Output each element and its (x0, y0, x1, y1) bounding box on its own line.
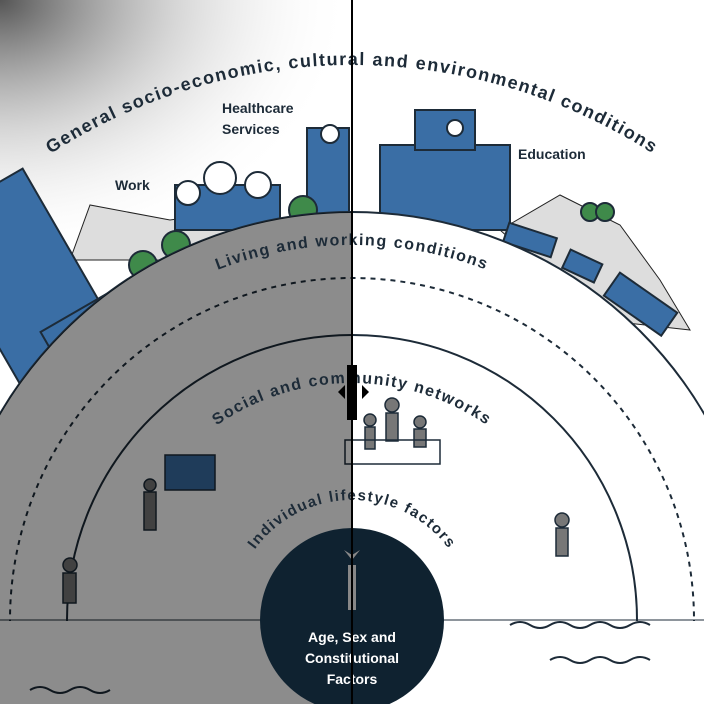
people (62, 397, 570, 604)
shade (0, 212, 352, 704)
compare-slider[interactable] (338, 0, 369, 704)
healthcare-label: Healthcare (222, 100, 294, 116)
place-labels: Healthcare Services Work Education (115, 100, 586, 193)
education-label: Education (518, 146, 586, 162)
work-label: Work (115, 177, 150, 193)
healthcare-label: Services (222, 121, 280, 137)
